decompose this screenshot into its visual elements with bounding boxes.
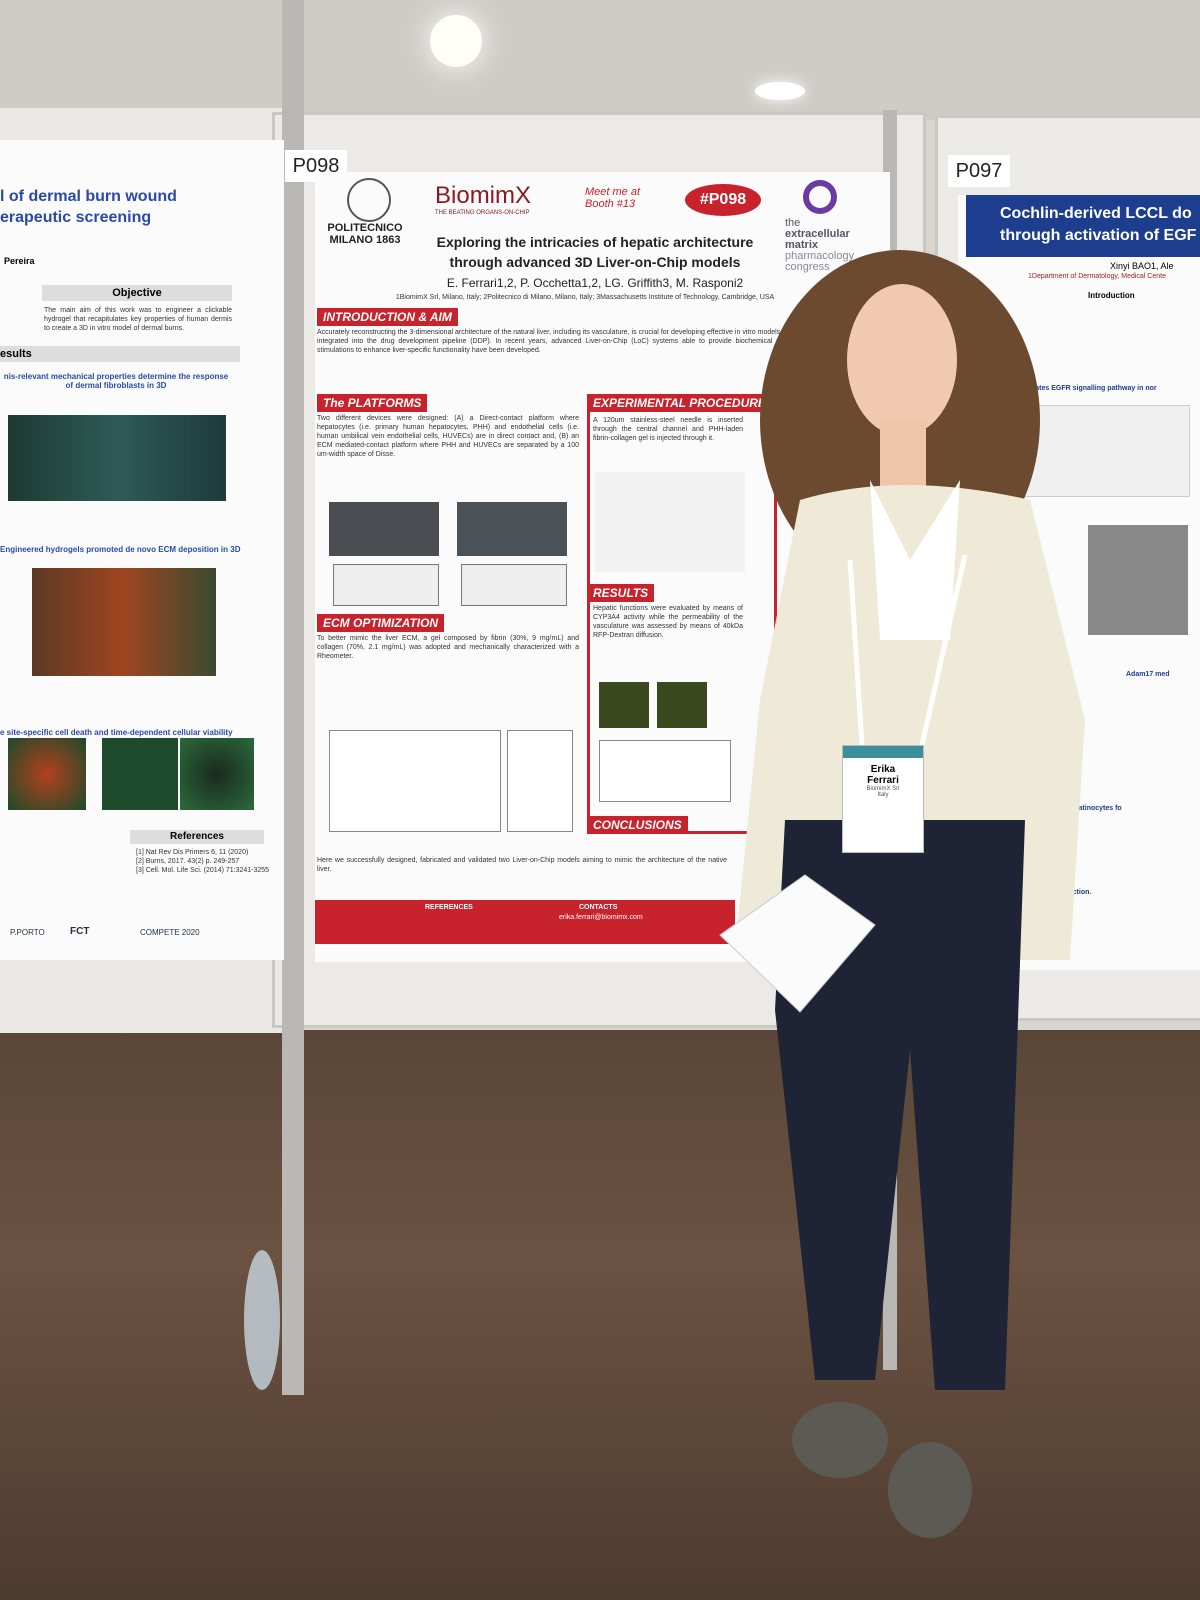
brand: BiomimX <box>435 182 532 209</box>
micrograph <box>8 738 86 810</box>
pole <box>282 0 304 1395</box>
water-bottle <box>244 1250 280 1390</box>
albumin-plot <box>599 740 731 802</box>
badge-company: BiomimX Srl <box>866 786 900 792</box>
booth: Meet me at Booth #13 <box>585 186 641 210</box>
name-badge: Erika Ferrari BiomimX Srl Italy <box>842 745 924 853</box>
figure-heading: nis-relevant mechanical properties deter… <box>3 372 229 390</box>
shirt <box>870 480 960 640</box>
department: 1Department of Dermatology, Medical Cent… <box>1028 273 1166 280</box>
reference: [1] Nat Rev Dis Primers 6, 11 (2020) <box>136 849 249 856</box>
logo-seal <box>347 178 391 222</box>
reference: [2] Burns, 2017. 43(2) p. 249-257 <box>136 858 240 865</box>
poster-title: erapeutic screening <box>0 209 152 226</box>
poster-badge: #P098 <box>685 184 761 216</box>
ceiling <box>0 0 1200 120</box>
text: Two different devices were designed: (A)… <box>317 415 579 458</box>
congress-word: congress <box>785 261 830 273</box>
micrograph <box>599 682 649 728</box>
section-heading: INTRODUCTION & AIM <box>317 308 458 326</box>
text: The main aim of this work was to enginee… <box>44 307 232 332</box>
institution: POLITECNICO MILANO 1863 <box>327 222 403 246</box>
envelope <box>719 874 876 1013</box>
lanyard <box>919 554 968 746</box>
badge-country: Italy <box>877 792 889 798</box>
western-blot <box>1088 525 1188 635</box>
rheology-plot <box>507 730 573 832</box>
badge-last-name: Ferrari <box>867 775 899 786</box>
ceiling-light <box>755 82 805 100</box>
procedure-diagram <box>595 472 745 572</box>
micrograph <box>8 415 226 501</box>
text: To better mimic the liver ECM, a gel com… <box>317 635 579 660</box>
section-heading: EXPERIMENTAL PROCEDURE <box>587 394 772 412</box>
authors: E. Ferrari1,2, P. Occhetta1,2, LG. Griff… <box>446 276 744 290</box>
logo: P.PORTO <box>10 928 45 937</box>
poster-title: through advanced 3D Liver-on-Chip models <box>449 254 741 270</box>
figure-heading: e site-specific cell death and time-depe… <box>0 728 233 737</box>
section-heading: CONCLUSIONS <box>587 816 688 834</box>
poster-title: through activation of EGF <box>1000 227 1197 244</box>
affiliations: 1BiomimX Srl, Milano, Italy; 2Politecnic… <box>395 294 775 301</box>
poster-title: l of dermal burn wound <box>0 188 177 205</box>
poster-title: Exploring the intricacies of hepatic arc… <box>436 234 754 250</box>
neck <box>880 420 926 490</box>
section-heading: Objective <box>42 285 232 301</box>
left-poster: l of dermal burn wound erapeutic screeni… <box>0 140 284 960</box>
text: Accurately reconstructing the 3-dimensio… <box>317 329 817 354</box>
poster-title: Cochlin-derived LCCL do <box>1000 205 1192 222</box>
micrograph <box>180 738 254 810</box>
email: erika.ferrari@biomimx.com <box>559 914 643 921</box>
title-bar <box>966 195 1200 257</box>
device-diagram <box>461 564 567 606</box>
section-heading: Introduction <box>1088 291 1135 300</box>
subheading: LCCL domain activates EGFR signalling pa… <box>972 385 1157 392</box>
shoe <box>888 1442 972 1538</box>
logo: COMPETE 2020 <box>140 928 200 937</box>
poster-number: P097 <box>948 155 1010 187</box>
reference: [3] Cell. Mol. Life Sci. (2014) 71:3241-… <box>136 867 270 874</box>
device-diagram <box>333 564 439 606</box>
shoe <box>792 1402 888 1478</box>
text: Hepatic functions were evaluated by mean… <box>593 605 743 639</box>
lanyard <box>847 559 865 746</box>
badge-band <box>843 746 923 758</box>
congress-word: extracellular <box>785 228 850 240</box>
cardigan <box>735 485 1085 960</box>
footer-bar <box>315 900 735 944</box>
congress-logo <box>803 180 837 214</box>
author: Xinyi BAO1, Ale <box>1110 261 1174 271</box>
micrograph <box>102 738 178 810</box>
text: Here we successfully designed, fabricate… <box>317 857 727 873</box>
text: A 120um stainless-steel needle is insert… <box>593 417 743 442</box>
brand-tagline: THE BEATING ORGANS-ON-CHIP <box>435 210 530 216</box>
section-heading: RESULTS <box>587 584 655 602</box>
footer-heading: CONTACTS <box>579 904 618 911</box>
subheading: Adam17 med <box>1126 671 1170 678</box>
face <box>847 284 957 436</box>
section-heading: ECM OPTIMIZATION <box>317 614 445 632</box>
micrograph <box>657 682 707 728</box>
section-heading: The PLATFORMS <box>317 394 428 412</box>
author: Pereira <box>4 256 35 266</box>
device-photo <box>329 502 439 556</box>
congress-name: the extracellular matrix pharmacology co… <box>785 218 875 273</box>
badge-first-name: Erika <box>870 764 896 775</box>
congress-word: matrix <box>785 239 819 251</box>
congress-word: pharmacology <box>785 250 855 262</box>
logo: FCT <box>70 926 90 937</box>
section-heading: esults <box>0 346 240 362</box>
figure-heading: Engineered hydrogels promoted de novo EC… <box>0 545 241 554</box>
section-heading: References <box>130 830 264 844</box>
micrograph <box>32 568 216 676</box>
rheology-plot <box>329 730 501 832</box>
spotlight <box>430 15 482 67</box>
device-photo <box>457 502 567 556</box>
congress-word: the <box>785 217 801 229</box>
footer-heading: REFERENCES <box>425 904 473 911</box>
